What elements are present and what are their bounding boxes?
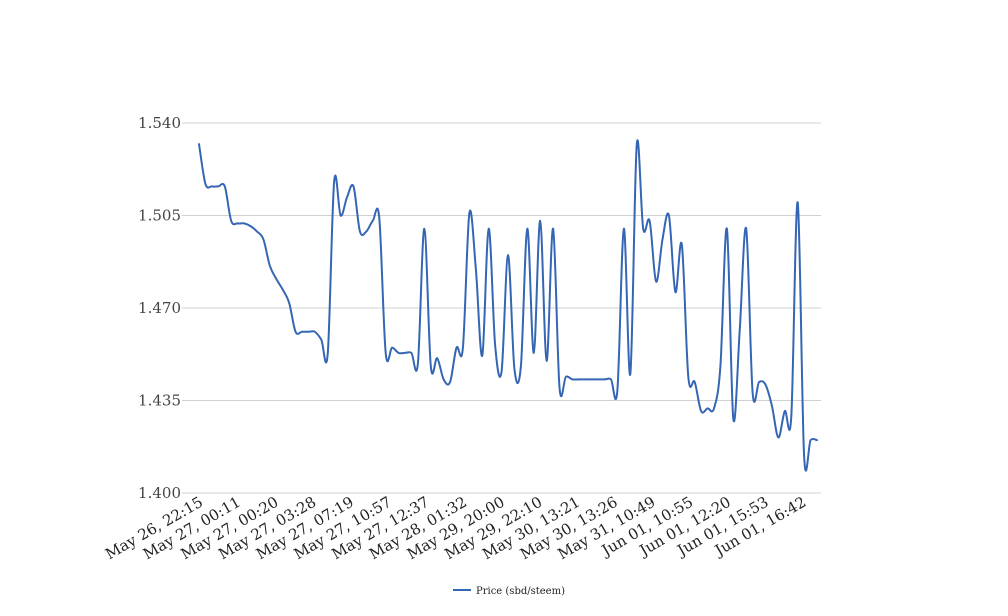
gridlines <box>182 122 821 494</box>
y-tick-label: 1.470 <box>138 299 181 317</box>
legend: Price (sbd/steem) <box>453 586 565 597</box>
y-tick-label: 1.400 <box>138 484 181 502</box>
series-line-price <box>198 139 818 472</box>
y-tick-label: 1.540 <box>138 114 181 132</box>
y-tick-label: 1.505 <box>138 207 181 225</box>
legend-label: Price (sbd/steem) <box>476 586 565 597</box>
y-axis-ticks: 1.400 1.435 1.470 1.505 1.540 <box>138 114 181 502</box>
y-tick-label: 1.435 <box>138 392 181 410</box>
